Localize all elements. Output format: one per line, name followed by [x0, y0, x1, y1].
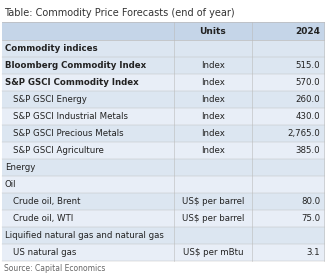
Text: Oil: Oil [5, 180, 16, 189]
Text: 260.0: 260.0 [296, 95, 320, 104]
Text: Liquified natural gas and natural gas: Liquified natural gas and natural gas [5, 231, 163, 240]
Text: 515.0: 515.0 [296, 61, 320, 70]
Bar [2, 108, 325, 125]
Text: S&P GSCI Agriculture: S&P GSCI Agriculture [13, 146, 103, 155]
Text: Commodity indices: Commodity indices [5, 44, 97, 53]
Bar [2, 125, 325, 142]
Text: 2,765.0: 2,765.0 [288, 129, 320, 138]
Text: Crude oil, Brent: Crude oil, Brent [13, 197, 80, 206]
Text: 570.0: 570.0 [296, 78, 320, 87]
Text: US$ per mBtu: US$ per mBtu [183, 248, 243, 257]
Bar [2, 142, 325, 159]
Text: US$ per barrel: US$ per barrel [182, 214, 244, 223]
Text: Index: Index [201, 61, 225, 70]
Bar [2, 22, 325, 40]
Bar [2, 176, 325, 193]
Text: Energy: Energy [5, 163, 35, 172]
Bar [2, 40, 325, 57]
Text: 430.0: 430.0 [296, 112, 320, 121]
Text: Index: Index [201, 129, 225, 138]
Text: Units: Units [200, 26, 226, 35]
Bar [2, 244, 325, 261]
Text: US$ per barrel: US$ per barrel [182, 197, 244, 206]
Bar [2, 74, 325, 91]
Bar [2, 227, 325, 244]
Text: S&P GSCI Commodity Index: S&P GSCI Commodity Index [5, 78, 138, 87]
Text: US natural gas: US natural gas [13, 248, 76, 257]
Text: S&P GSCI Energy: S&P GSCI Energy [13, 95, 86, 104]
Bar [2, 193, 325, 210]
Bar [2, 159, 325, 176]
Text: S&P GSCI Industrial Metals: S&P GSCI Industrial Metals [13, 112, 128, 121]
Text: Source: Capital Economics: Source: Capital Economics [4, 264, 105, 273]
Text: Index: Index [201, 78, 225, 87]
Text: Index: Index [201, 112, 225, 121]
Text: 75.0: 75.0 [301, 214, 320, 223]
Bar [2, 91, 325, 108]
Text: S&P GSCI Precious Metals: S&P GSCI Precious Metals [13, 129, 123, 138]
Bar [2, 210, 325, 227]
Text: Table: Commodity Price Forecasts (end of year): Table: Commodity Price Forecasts (end of… [4, 8, 235, 18]
Text: 385.0: 385.0 [296, 146, 320, 155]
Text: Index: Index [201, 95, 225, 104]
Text: Bloomberg Commodity Index: Bloomberg Commodity Index [5, 61, 146, 70]
Text: Index: Index [201, 146, 225, 155]
Text: Crude oil, WTI: Crude oil, WTI [13, 214, 73, 223]
Text: 3.1: 3.1 [307, 248, 320, 257]
Bar [2, 57, 325, 74]
Text: 2024: 2024 [295, 26, 320, 35]
Text: 80.0: 80.0 [301, 197, 320, 206]
